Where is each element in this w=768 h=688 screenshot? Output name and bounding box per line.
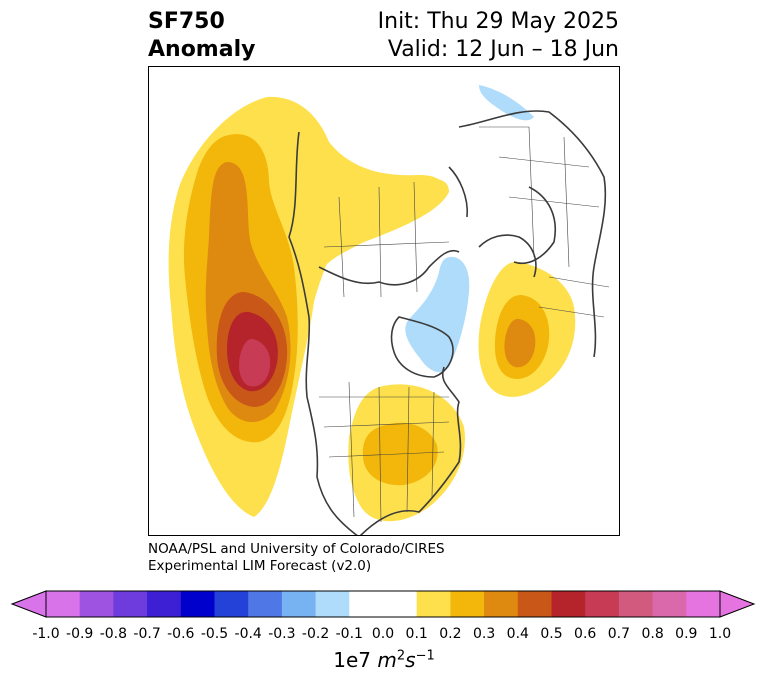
colorbar-tick-label: 0.9 (675, 626, 698, 642)
colorbar-tick-label: 0.5 (540, 626, 563, 642)
colorbar-tick-label: -0.2 (301, 626, 330, 642)
colorbar-outline (45, 590, 721, 618)
colorbar-tick-label: 0.0 (371, 626, 395, 642)
political-borders (319, 126, 610, 523)
colorbar-tick-label: 0.3 (472, 626, 496, 642)
colorbar-segment (349, 591, 384, 617)
colorbar-segment (686, 591, 721, 617)
units-s: s (405, 648, 416, 672)
anomaly-contour-0.3-siberia (504, 318, 536, 368)
colorbar-tick-label: -0.8 (99, 626, 128, 642)
colorbar (10, 590, 756, 618)
colorbar-extend-low (10, 590, 47, 618)
colorbar-segment (416, 591, 451, 617)
colorbar-segment (79, 591, 114, 617)
colorbar-tick-label: -0.6 (167, 626, 195, 642)
colorbar-segment (113, 591, 148, 617)
colorbar-segment (248, 591, 283, 617)
colorbar-segment (180, 591, 215, 617)
colorbar-segment (214, 591, 249, 617)
anomaly-contour-0.1-canada (292, 137, 449, 297)
units-m-exp: 2 (396, 648, 406, 664)
colorbar-tick-label: -0.1 (335, 626, 363, 642)
colorbar-segment (551, 591, 586, 617)
colorbar-tick-label: -0.4 (234, 626, 262, 642)
colorbar-tick-label: 0.7 (607, 626, 631, 642)
colorbar-tick-label: 0.2 (439, 626, 462, 642)
colorbar-tick-label: -0.9 (66, 626, 94, 642)
anomaly-contour-neg0.1-arctic (405, 256, 470, 373)
colorbar-ticks: -1.0 -0.9 -0.8 -0.7 -0.6 -0.5 -0.4 -0.3 -0.2 -0.1… (0, 626, 768, 646)
colorbar-tick-label: 1.0 (708, 626, 732, 642)
coastlines (288, 110, 607, 535)
colorbar-units: 1e7 m2s−1 (0, 648, 768, 672)
colorbar-segment (315, 591, 350, 617)
colorbar-segment (484, 591, 519, 617)
map-title: SF750 Anomaly (148, 8, 255, 64)
colorbar-tick-label: -0.7 (133, 626, 161, 642)
colorbar-tick-label: 0.6 (574, 626, 597, 642)
forecast-dates: Init: Thu 29 May 2025 Valid: 12 Jun – 18… (378, 8, 619, 64)
anomaly-contour-0.6-pacific (239, 338, 271, 387)
colorbar-tick-label: 0.8 (641, 626, 664, 642)
units-prefix: 1e7 (333, 648, 378, 672)
valid-range: Valid: 12 Jun – 18 Jun (387, 37, 619, 62)
colorbar-segment (281, 591, 317, 617)
colorbar-tick-label: -0.3 (268, 626, 296, 642)
credit-line-2: Experimental LIM Forecast (v2.0) (148, 558, 372, 574)
init-date: Init: Thu 29 May 2025 (377, 9, 619, 34)
units-m: m (377, 648, 397, 672)
colorbar-tick-label: 0.1 (405, 626, 428, 642)
colorbar-segment (517, 591, 552, 617)
colorbar-segment (383, 591, 418, 617)
colorbar-tick-label: -0.5 (200, 626, 229, 642)
colorbar-tick-label: -1.0 (32, 626, 60, 642)
colorbar-segment (652, 591, 687, 617)
colorbar-segments (46, 591, 721, 617)
credit-line-1: NOAA/PSL and University of Colorado/CIRE… (148, 541, 445, 557)
colorbar-segment (147, 591, 182, 617)
variable-name: SF750 (148, 9, 225, 34)
colorbar-segment (585, 591, 620, 617)
units-s-exp: −1 (415, 648, 435, 664)
map-panel (148, 66, 620, 536)
variable-kind: Anomaly (148, 37, 256, 62)
colorbar-extend-high (719, 590, 756, 618)
anomaly-map (168, 85, 610, 535)
colorbar-segment (46, 591, 81, 617)
colorbar-segment (450, 591, 485, 617)
colorbar-segment (618, 591, 654, 617)
anomaly-contour-neg0.1-ne-siberia (479, 85, 534, 121)
credit-text: NOAA/PSL and University of Colorado/CIRE… (148, 541, 445, 575)
colorbar-tick-label: 0.4 (506, 626, 529, 642)
